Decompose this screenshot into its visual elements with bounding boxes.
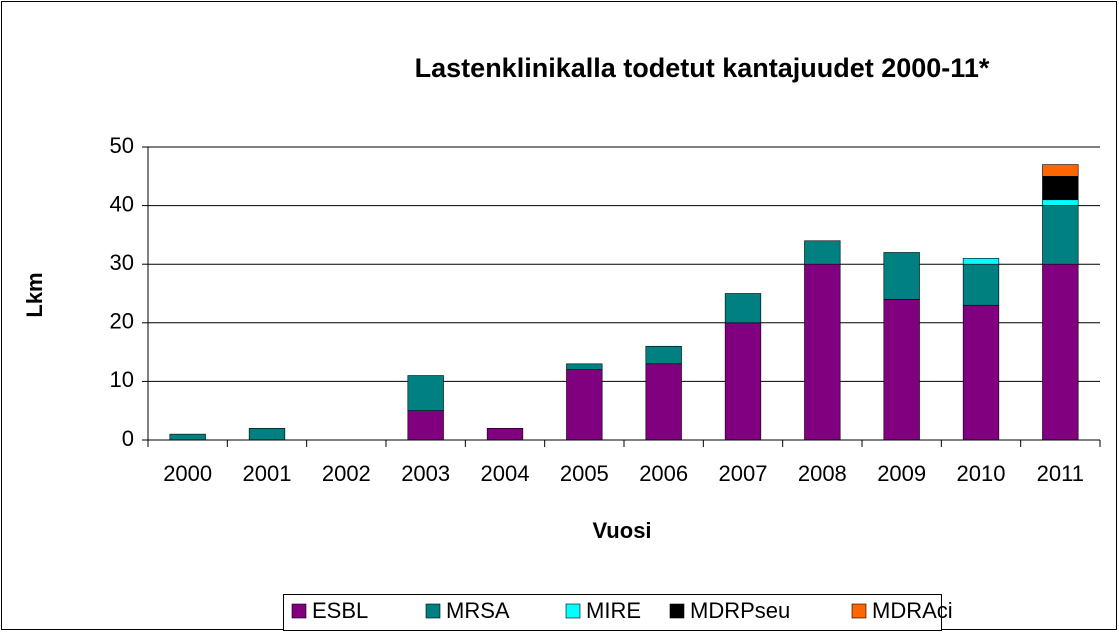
legend-label: ESBL: [312, 598, 368, 623]
x-tick-label: 2005: [560, 461, 609, 486]
legend-swatch: [425, 603, 441, 619]
bar-segment: [407, 410, 444, 441]
x-tick-label: 2009: [877, 461, 926, 486]
y-tick-label: 10: [110, 367, 134, 392]
x-tick-label: 2003: [401, 461, 450, 486]
bar-segment: [804, 263, 841, 441]
bar-segment: [1042, 199, 1079, 206]
legend-swatch: [291, 603, 307, 619]
x-tick-label: 2001: [243, 461, 292, 486]
bar-segment: [566, 369, 603, 441]
legend-label: MIRE: [586, 598, 641, 623]
legend-box: [283, 594, 942, 631]
bar-segment: [962, 258, 1000, 265]
x-tick-label: 2011: [1037, 461, 1084, 486]
x-tick-label: 2006: [639, 461, 688, 486]
bar-segment: [1042, 164, 1079, 177]
legend-swatch: [851, 603, 867, 619]
y-tick-label: 30: [110, 250, 134, 275]
x-tick-label: 2000: [163, 461, 212, 486]
bar-segment: [645, 363, 682, 441]
bar-segment: [645, 345, 682, 365]
bar-segment: [962, 304, 1000, 441]
y-tick-label: 0: [122, 426, 134, 451]
bar-segment: [804, 240, 841, 265]
legend-swatch: [669, 603, 685, 619]
bar-segment: [248, 427, 286, 441]
y-tick-label: 20: [110, 309, 134, 334]
bar-segment: [1042, 263, 1079, 441]
chart-title: Lastenklinikalla todetut kantajuudet 200…: [415, 53, 990, 83]
bar-segment: [1042, 205, 1079, 265]
x-tick-label: 2004: [481, 461, 530, 486]
legend-swatch: [565, 603, 581, 619]
bar-segment: [883, 299, 920, 441]
x-tick-label: 2007: [719, 461, 768, 486]
bar-segment: [169, 433, 206, 441]
y-tick-label: 50: [110, 133, 134, 158]
x-tick-label: 2010: [957, 461, 1006, 486]
bar-segment: [724, 322, 762, 441]
bar-segment: [962, 263, 1000, 306]
bar-segment: [486, 427, 524, 441]
x-axis-label: Vuosi: [592, 518, 651, 543]
bar-segment: [1042, 176, 1079, 201]
x-tick-label: 2002: [322, 461, 371, 486]
bar-segment: [566, 363, 603, 370]
legend-label: MDRAci: [872, 598, 953, 623]
bar-segment: [883, 252, 920, 300]
legend-label: MRSA: [446, 598, 510, 623]
y-axis-label: Lkm: [22, 272, 47, 317]
bar-segment: [724, 293, 762, 324]
x-tick-label: 2008: [798, 461, 847, 486]
bar-segment: [407, 375, 444, 412]
y-tick-label: 40: [110, 191, 134, 216]
legend-label: MDRPseu: [690, 598, 790, 623]
